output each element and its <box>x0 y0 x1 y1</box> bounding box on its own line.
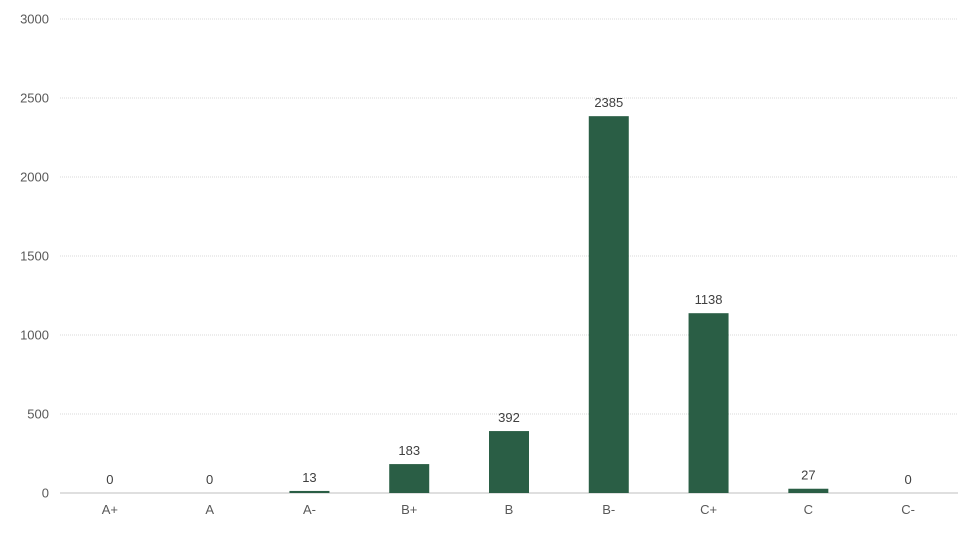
bar-layer <box>289 116 829 494</box>
x-tick-label: A <box>205 502 214 517</box>
y-tick-label: 3000 <box>20 12 49 27</box>
x-tick-label: B- <box>602 502 615 517</box>
bar <box>688 313 729 493</box>
label-layer: 0 500 1000 1500 2000 2500 3000 0 A+ 0 A 13 A- 183 B+ 39… <box>20 12 915 518</box>
data-label: 0 <box>106 472 113 487</box>
data-label: 13 <box>302 470 316 485</box>
data-label: 392 <box>498 410 520 425</box>
data-label: 0 <box>904 472 911 487</box>
x-tick-label: C <box>804 502 813 517</box>
bar <box>289 490 330 493</box>
y-tick-label: 1000 <box>20 328 49 343</box>
x-tick-label: C- <box>901 502 915 517</box>
x-tick-label: A- <box>303 502 316 517</box>
data-label: 2385 <box>594 95 623 110</box>
data-label: 0 <box>206 472 213 487</box>
y-tick-label: 0 <box>42 486 49 501</box>
bar <box>788 488 829 493</box>
bar <box>489 431 529 493</box>
data-label: 1138 <box>695 292 723 307</box>
x-tick-label: A+ <box>102 502 118 517</box>
data-label: 27 <box>801 468 815 483</box>
bar <box>389 464 430 493</box>
data-label: 183 <box>398 443 420 458</box>
y-tick-label: 1500 <box>20 249 49 264</box>
x-tick-label: C+ <box>700 502 717 517</box>
y-tick-label: 2500 <box>20 91 49 106</box>
x-tick-label: B <box>505 502 514 517</box>
y-tick-label: 2000 <box>20 170 49 185</box>
y-tick-label: 500 <box>27 407 49 422</box>
x-tick-label: B+ <box>401 502 417 517</box>
bar <box>588 116 629 494</box>
